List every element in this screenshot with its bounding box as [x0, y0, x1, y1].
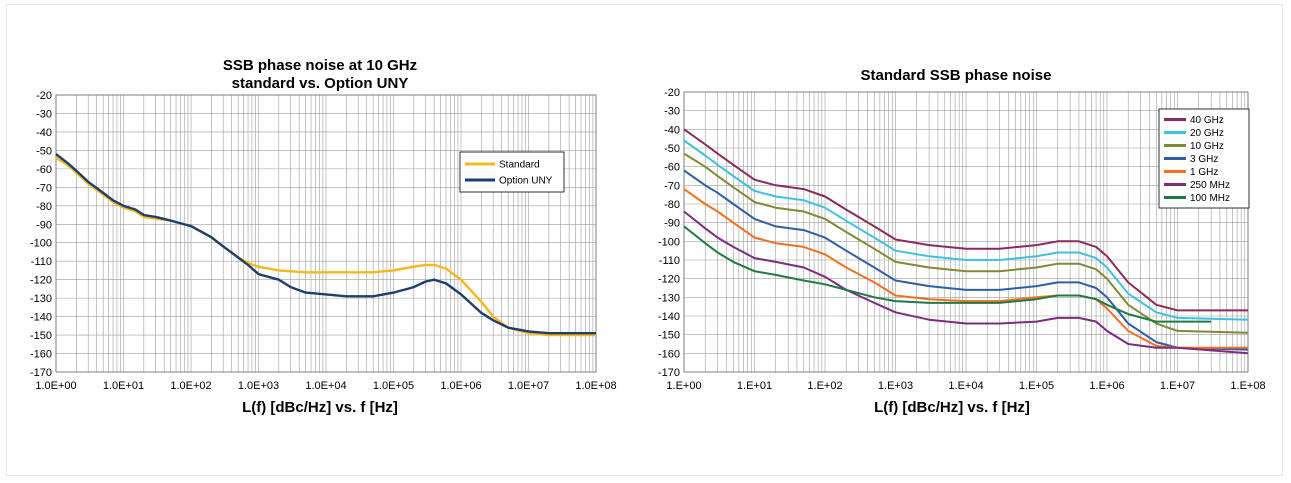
y-tick-label: -60 — [36, 164, 52, 176]
x-tick-label: 1.0E+08 — [575, 380, 616, 392]
series-line-0 — [683, 128, 1248, 312]
series-line-1 — [55, 153, 596, 335]
y-tick-label: -100 — [658, 236, 680, 248]
y-tick-label: -130 — [658, 292, 680, 304]
y-tick-label: -60 — [664, 162, 680, 174]
series-line-5 — [683, 210, 1249, 355]
y-tick-label: -160 — [30, 349, 52, 361]
legend-label: Option UNY — [499, 176, 553, 187]
legend-label: 100 MHz — [1190, 193, 1230, 204]
x-tick-label: 1.E+07 — [1160, 380, 1195, 392]
x-tick-label: 1.E+04 — [948, 380, 983, 392]
x-tick-label: 1.0E+06 — [440, 380, 481, 392]
legend-label: Standard — [499, 160, 540, 171]
chart-ssb-10ghz: -20 -30 -40 -50 -60 -70 -80 -90 -100 -110 -120 -130… — [30, 57, 617, 416]
y-tick-label: -140 — [30, 312, 52, 324]
x-tick-label: 1.E+01 — [737, 380, 772, 392]
y-tick-label: -120 — [658, 274, 680, 286]
x-tick-label: 1.0E+02 — [170, 380, 211, 392]
legend-label: 3 GHz — [1190, 154, 1218, 165]
y-tick-label: -170 — [30, 367, 52, 379]
y-tick-label: -30 — [664, 106, 680, 118]
chart-title: SSB phase noise at 10 GHz — [223, 57, 417, 74]
figure-frame — [6, 4, 1283, 476]
y-tick-label: -150 — [658, 330, 680, 342]
y-tick-label: -170 — [658, 367, 680, 379]
series-line-1 — [683, 139, 1249, 321]
y-tick-label: -40 — [664, 124, 680, 136]
legend-label: 40 GHz — [1190, 115, 1224, 126]
legend-label: 20 GHz — [1190, 128, 1224, 139]
y-tick-label: -70 — [664, 180, 680, 192]
series-line-4 — [683, 188, 1248, 349]
y-tick-label: -110 — [31, 256, 52, 268]
y-tick-label: -120 — [30, 275, 52, 287]
y-tick-label: -90 — [36, 219, 52, 231]
chart-standard-ssb: -20 -30 -40 -50 -60 -70 -80 -90 -100 -110 -120 -130… — [658, 67, 1266, 416]
y-tick-label: -80 — [36, 201, 52, 213]
legend-label: 10 GHz — [1190, 141, 1224, 152]
x-tick-label: 1.E+05 — [1019, 380, 1054, 392]
y-tick-label: -70 — [36, 182, 52, 194]
y-tick-label: -160 — [658, 348, 680, 360]
y-tick-label: -50 — [664, 143, 680, 155]
y-tick-label: -110 — [659, 255, 680, 267]
y-tick-label: -30 — [36, 108, 52, 120]
y-tick-label: -130 — [30, 293, 52, 305]
chart-title: Standard SSB phase noise — [861, 67, 1052, 84]
y-tick-label: -20 — [36, 90, 52, 102]
x-tick-label: 1.0E+01 — [103, 380, 144, 392]
series-line-2 — [683, 152, 1249, 334]
x-tick-label: 1.0E+04 — [305, 380, 346, 392]
y-tick-label: -150 — [30, 330, 52, 342]
x-tick-label: 1.0E+00 — [35, 380, 76, 392]
legend-label: 250 MHz — [1190, 180, 1230, 191]
legend-box — [459, 151, 565, 193]
y-tick-label: -40 — [36, 127, 52, 139]
x-tick-label: 1.E+02 — [807, 380, 842, 392]
y-tick-label: -100 — [30, 238, 52, 250]
x-tick-label: 1.0E+03 — [238, 380, 279, 392]
y-tick-label: -90 — [664, 218, 680, 230]
x-axis-label: L(f) [dBc/Hz] vs. f [Hz] — [242, 399, 398, 416]
y-tick-label: -80 — [664, 199, 680, 211]
x-tick-label: 1.E+08 — [1230, 380, 1265, 392]
x-axis-label: L(f) [dBc/Hz] vs. f [Hz] — [874, 399, 1030, 416]
series-line-6 — [683, 225, 1212, 323]
series-line-3 — [683, 169, 1249, 351]
y-tick-label: -140 — [658, 311, 680, 323]
x-tick-label: 1.E+06 — [1089, 380, 1124, 392]
y-tick-label: -50 — [36, 145, 52, 157]
x-tick-label: 1.0E+05 — [373, 380, 414, 392]
chart-subtitle: standard vs. Option UNY — [232, 75, 409, 92]
y-tick-label: -20 — [664, 87, 680, 99]
plot-border — [55, 94, 597, 373]
plot-border — [683, 91, 1249, 373]
series-line-0 — [55, 156, 596, 337]
x-tick-label: 1.E+03 — [878, 380, 913, 392]
x-tick-label: 1.0E+07 — [508, 380, 549, 392]
legend-label: 1 GHz — [1190, 167, 1218, 178]
x-tick-label: 1.E+00 — [666, 380, 701, 392]
